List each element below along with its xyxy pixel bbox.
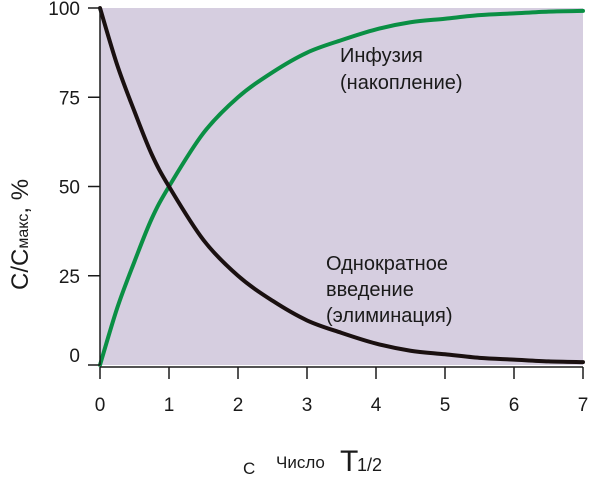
- annotation-single-dose-line-2: введение: [326, 279, 414, 301]
- y-axis-label-unit: , %: [7, 179, 34, 214]
- y-axis-label: C/Cмакс, %: [7, 179, 34, 290]
- x-tick-label: 1: [164, 395, 175, 416]
- annotation-infusion: Инфузия (накопление): [340, 45, 463, 94]
- y-tick-label: 25: [59, 267, 80, 288]
- y-axis-label-sub: макс: [15, 214, 32, 249]
- x-tick-label: 0: [95, 395, 106, 416]
- x-axis-label-subscript: 1/2: [357, 455, 382, 475]
- x-tick-label: 3: [302, 395, 313, 416]
- series-line-elimination: [98, 6, 585, 365]
- chart-marks: [98, 6, 585, 367]
- x-tick-label: 6: [509, 395, 520, 416]
- x-axis-label-symbol: T: [340, 445, 358, 478]
- x-tick-label: 4: [371, 395, 382, 416]
- y-tick-label: 50: [59, 178, 80, 199]
- annotation-single-dose: Однократное введение (элиминация): [326, 253, 454, 327]
- series-line-infusion: [98, 8, 585, 367]
- y-tick-label: 0: [69, 346, 80, 367]
- x-tick-label: 7: [578, 395, 589, 416]
- y-tick-label: 75: [59, 88, 80, 109]
- annotation-single-dose-line-1: Однократное: [326, 253, 448, 275]
- x-axis-label: С Число T 1/2: [243, 445, 382, 478]
- x-tick-label: 2: [233, 395, 244, 416]
- x-axis-label-prefix: С: [243, 459, 255, 478]
- x-tick-label: 5: [440, 395, 451, 416]
- x-axis-label-main: Число: [276, 453, 325, 472]
- y-axis-label-main: C/C: [7, 249, 34, 290]
- annotation-infusion-line-1: Инфузия: [340, 45, 423, 67]
- plot-area: [100, 8, 583, 365]
- annotation-single-dose-line-3: (элиминация): [326, 305, 452, 327]
- annotation-infusion-line-2: (накопление): [340, 72, 463, 94]
- y-tick-label: 100: [48, 0, 80, 20]
- chart-axes: 0 25 50 75 100 0 1 2 3 4 5 6 7: [48, 0, 588, 416]
